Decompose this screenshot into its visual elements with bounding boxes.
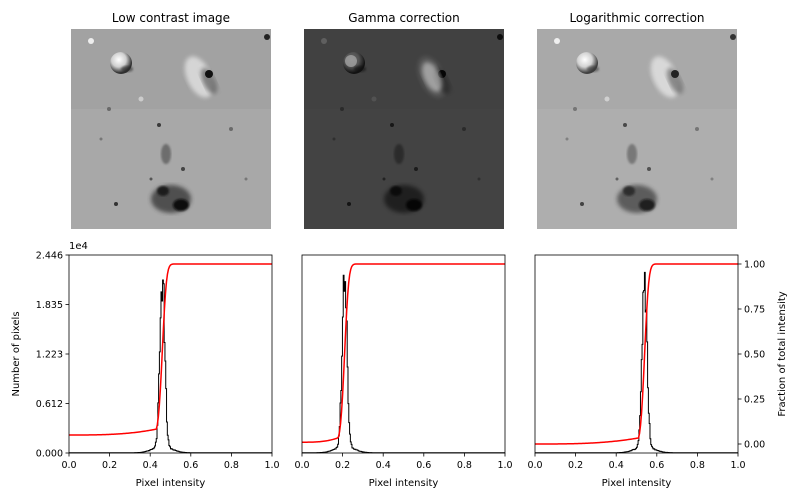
histogram-line (302, 274, 505, 454)
y-tick-label: 1.223 (36, 350, 63, 361)
x-tick-label: 0.6 (649, 460, 664, 471)
x-tick-label: 0.4 (609, 460, 624, 471)
y2-tick-label: 0.50 (744, 350, 765, 361)
x-axis-label: Pixel intensity (602, 478, 672, 489)
histogram-panel-2: 0.0 0.2 0.4 0.6 0.8 1.0 Pixel intensity 0.00 0.2… (527, 254, 765, 489)
y2-tick-label: 0.75 (744, 305, 765, 316)
axes-frame (301, 254, 506, 454)
histogram-line (69, 279, 272, 454)
panel-title-2: Logarithmic correction (569, 11, 704, 25)
y-tick-label: 2.446 (36, 251, 63, 262)
x-axis-label: Pixel intensity (369, 478, 439, 489)
cdf-line (69, 263, 272, 436)
axes-frame (68, 254, 273, 454)
x-tick-label: 0.2 (568, 460, 583, 471)
y-axis-label: Number of pixels (11, 311, 22, 396)
x-tick-label: 0.8 (457, 460, 472, 471)
x-tick-label: 1.0 (497, 460, 512, 471)
image-gamma-corrected (304, 29, 504, 229)
x-axis-label: Pixel intensity (136, 478, 206, 489)
x-tick-label: 0.8 (690, 460, 705, 471)
image-log-corrected (537, 29, 737, 229)
y2-tick-label: 0.00 (744, 440, 765, 451)
cdf-line (302, 263, 505, 443)
x-tick-label: 0.0 (61, 460, 76, 471)
panel-title-0: Low contrast image (112, 11, 230, 25)
x-tick-label: 0.8 (224, 460, 239, 471)
y2-tick-label: 0.25 (744, 395, 765, 406)
x-tick-label: 0.2 (335, 460, 350, 471)
x-tick-label: 0.4 (143, 460, 158, 471)
histogram-panel-1: 0.0 0.2 0.4 0.6 0.8 1.0 Pixel intensity (294, 254, 513, 489)
y-tick-label: 0.612 (36, 399, 63, 410)
x-tick-label: 1.0 (264, 460, 279, 471)
histogram-line (535, 271, 738, 454)
y-tick-label: 1.835 (36, 300, 63, 311)
panel-title-1: Gamma correction (348, 11, 460, 25)
histogram-panel-0: 0.0 0.2 0.4 0.6 0.8 1.0 Pixel intensity 0.000 0.… (36, 251, 280, 490)
y2-axis-label: Fraction of total intensity (777, 291, 788, 416)
x-tick-label: 0.4 (376, 460, 391, 471)
x-tick-label: 0.0 (294, 460, 309, 471)
cdf-line (535, 263, 738, 445)
x-tick-label: 0.0 (527, 460, 542, 471)
x-tick-label: 1.0 (730, 460, 745, 471)
x-tick-label: 0.6 (183, 460, 198, 471)
y-tick-label: 0.000 (36, 449, 63, 460)
y2-tick-label: 1.00 (744, 260, 765, 271)
x-tick-label: 0.6 (416, 460, 431, 471)
x-tick-label: 0.2 (102, 460, 117, 471)
image-low-contrast (71, 29, 271, 229)
axes-frame (534, 254, 739, 454)
y-offset-label: 1e4 (69, 241, 88, 252)
